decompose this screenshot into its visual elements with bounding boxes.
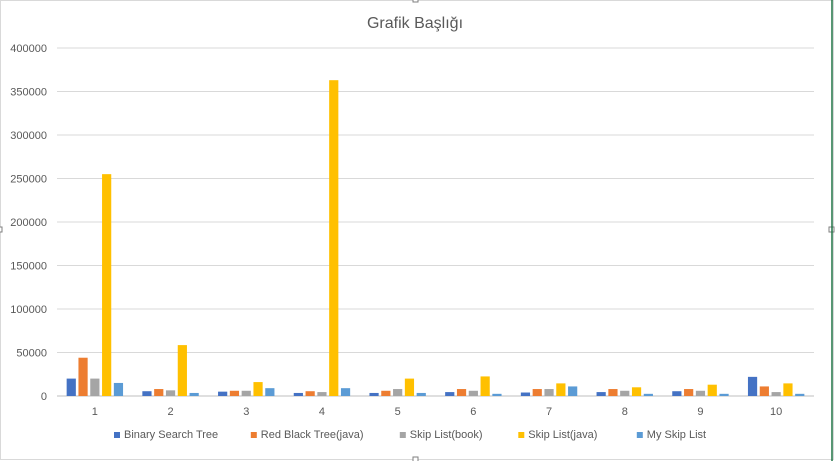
legend[interactable]: Binary Search Tree Red Black Tree(java) Sk… xyxy=(114,429,706,441)
x-tick-label: 2 xyxy=(167,406,173,418)
gridlines xyxy=(57,47,814,397)
bar[interactable] xyxy=(329,80,339,396)
x-tick-label: 3 xyxy=(243,406,249,418)
bar[interactable] xyxy=(568,386,578,396)
bar[interactable] xyxy=(317,392,327,396)
x-axis[interactable]: 1 2 3 4 5 6 7 8 9 10 xyxy=(92,406,782,418)
y-tick-label: 0 xyxy=(41,391,47,403)
bar[interactable] xyxy=(445,392,455,396)
legend-item[interactable]: Skip List(java) xyxy=(518,429,597,441)
bar[interactable] xyxy=(596,392,606,396)
bar[interactable] xyxy=(189,392,199,396)
legend-item[interactable]: Red Black Tree(java) xyxy=(250,429,364,441)
bar[interactable] xyxy=(369,392,379,396)
bar[interactable] xyxy=(253,382,263,396)
y-tick-label: 200000 xyxy=(10,217,47,229)
bar[interactable] xyxy=(759,386,769,396)
bar[interactable] xyxy=(643,393,653,396)
x-tick-label: 6 xyxy=(470,406,476,418)
bar[interactable] xyxy=(719,393,729,396)
x-tick-label: 5 xyxy=(395,406,401,418)
resize-handle-bottom[interactable] xyxy=(412,456,419,461)
bar[interactable] xyxy=(695,390,706,396)
legend-label: Skip List(book) xyxy=(410,429,483,441)
bar[interactable] xyxy=(556,383,566,396)
bar[interactable] xyxy=(544,389,554,396)
x-tick-label: 7 xyxy=(546,406,552,418)
y-tick-label: 350000 xyxy=(10,87,47,99)
y-tick-label: 150000 xyxy=(10,261,47,273)
bar[interactable] xyxy=(381,390,391,396)
bar[interactable] xyxy=(684,389,694,396)
bar[interactable] xyxy=(165,390,176,396)
bar[interactable] xyxy=(340,388,351,396)
x-tick-label: 10 xyxy=(770,406,782,418)
x-tick-label: 1 xyxy=(92,406,98,418)
bar[interactable] xyxy=(142,391,152,396)
legend-label: Skip List(java) xyxy=(528,429,597,441)
bar[interactable] xyxy=(416,392,426,396)
y-tick-label: 100000 xyxy=(10,304,47,316)
chart-title[interactable]: Grafik Başlığı xyxy=(367,15,463,32)
y-tick-label: 300000 xyxy=(10,130,47,142)
x-tick-label: 8 xyxy=(622,406,628,418)
y-axis[interactable]: 0 50000 100000 150000 200000 250000 300000 3500… xyxy=(10,43,47,403)
bar[interactable] xyxy=(265,388,275,396)
bar[interactable] xyxy=(102,174,112,396)
bar[interactable] xyxy=(218,391,228,396)
bar[interactable] xyxy=(608,389,618,396)
legend-swatch xyxy=(250,432,257,438)
legend-swatch xyxy=(636,432,643,438)
legend-item[interactable]: Skip List(book) xyxy=(399,429,483,441)
bar[interactable] xyxy=(78,357,88,396)
bar[interactable] xyxy=(66,378,76,396)
plot-area[interactable] xyxy=(66,80,805,396)
bar[interactable] xyxy=(795,393,805,396)
bar[interactable] xyxy=(404,378,415,396)
bar[interactable] xyxy=(771,392,781,396)
bar[interactable] xyxy=(293,392,303,396)
bar[interactable] xyxy=(520,392,531,396)
bar[interactable] xyxy=(456,389,467,396)
legend-item[interactable]: My Skip List xyxy=(636,429,706,441)
x-tick-label: 9 xyxy=(697,406,703,418)
legend-label: Red Black Tree(java) xyxy=(261,429,364,441)
bar[interactable] xyxy=(229,390,240,396)
bar[interactable] xyxy=(532,389,542,396)
bar[interactable] xyxy=(393,389,403,396)
bar[interactable] xyxy=(305,391,315,396)
bar[interactable] xyxy=(631,387,642,396)
bar[interactable] xyxy=(620,390,630,396)
legend-label: My Skip List xyxy=(647,429,706,441)
x-tick-label: 4 xyxy=(319,406,325,418)
legend-swatch xyxy=(114,432,120,438)
bar[interactable] xyxy=(747,376,758,396)
bar[interactable] xyxy=(672,391,682,396)
bar[interactable] xyxy=(90,378,100,396)
resize-handle-top[interactable] xyxy=(412,0,419,3)
legend-item[interactable]: Binary Search Tree xyxy=(114,429,218,441)
bar[interactable] xyxy=(177,345,187,396)
bar[interactable] xyxy=(492,393,502,396)
y-tick-label: 50000 xyxy=(16,348,47,360)
legend-label: Binary Search Tree xyxy=(124,429,218,441)
bar[interactable] xyxy=(480,376,490,396)
bar[interactable] xyxy=(113,382,124,396)
resize-handle-left[interactable] xyxy=(0,226,3,233)
legend-swatch xyxy=(518,432,525,438)
bar[interactable] xyxy=(154,389,164,396)
y-tick-label: 400000 xyxy=(10,43,47,55)
bar[interactable] xyxy=(241,390,251,396)
bar[interactable] xyxy=(783,383,793,396)
bar[interactable] xyxy=(707,384,717,396)
legend-swatch xyxy=(399,432,406,438)
y-tick-label: 250000 xyxy=(10,174,47,186)
bar[interactable] xyxy=(468,390,478,396)
